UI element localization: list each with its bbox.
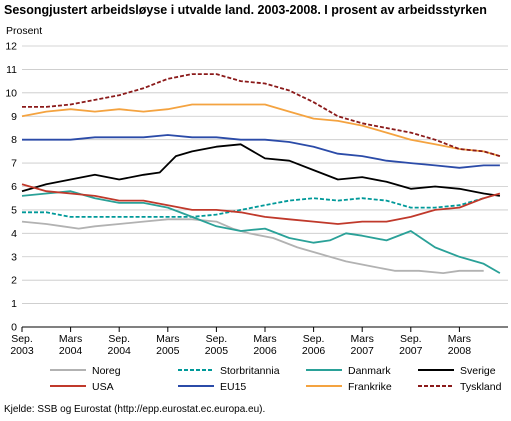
x-tick-label-line2-2: 2004 bbox=[108, 345, 132, 357]
y-tick-label-6: 6 bbox=[11, 181, 17, 193]
legend-label-tyskland: Tyskland bbox=[460, 381, 502, 393]
series-line-storbritannia bbox=[22, 197, 484, 218]
y-tick-label-1: 1 bbox=[11, 298, 17, 310]
y-tick-label-12: 12 bbox=[5, 41, 17, 53]
y-tick-label-3: 3 bbox=[11, 251, 17, 263]
x-tick-label-line2-8: 2007 bbox=[399, 345, 423, 357]
x-tick-label-line1-3: Mars bbox=[156, 333, 179, 345]
x-tick-label-line1-7: Mars bbox=[351, 333, 374, 345]
series-line-sverige bbox=[21, 143, 501, 197]
x-tick-label-line1-4: Sep. bbox=[206, 333, 228, 345]
x-tick-label-line2-4: 2005 bbox=[205, 345, 229, 357]
legend-label-danmark: Danmark bbox=[348, 365, 391, 377]
series-lines bbox=[21, 73, 501, 275]
x-tick-label-line2-3: 2005 bbox=[156, 345, 180, 357]
x-tick-label-line2-7: 2007 bbox=[351, 345, 375, 357]
legend-label-sverige: Sverige bbox=[460, 365, 496, 377]
series-line-eu15 bbox=[22, 134, 500, 169]
legend: Noreg Storbritannia Danmark Sverige USA EU15 F… bbox=[50, 365, 502, 393]
x-tick-label-line1-6: Sep. bbox=[303, 333, 325, 345]
x-tick-label-line1-0: Sep. bbox=[11, 333, 33, 345]
y-tick-label-8: 8 bbox=[11, 134, 17, 146]
chart-title: Sesongjustert arbeidsløyse i utvalde lan… bbox=[4, 3, 487, 17]
x-tick-labels: Sep.2003Mars2004Sep.2004Mars2005Sep.2005… bbox=[10, 327, 471, 357]
x-tick-label-line1-2: Sep. bbox=[108, 333, 130, 345]
legend-label-noreg: Noreg bbox=[92, 365, 121, 377]
x-tick-label-line2-6: 2006 bbox=[302, 345, 326, 357]
x-tick-label-line2-9: 2008 bbox=[448, 345, 472, 357]
y-tick-label-4: 4 bbox=[11, 228, 17, 240]
y-tick-label-11: 11 bbox=[6, 64, 17, 76]
x-tick-label-line2-0: 2003 bbox=[10, 345, 34, 357]
series-line-frankrike bbox=[21, 103, 501, 157]
legend-label-eu15: EU15 bbox=[220, 381, 246, 393]
series-line-usa bbox=[21, 183, 501, 225]
legend-label-frankrike: Frankrike bbox=[348, 381, 392, 393]
x-tick-label-line1-8: Sep. bbox=[400, 333, 422, 345]
y-tick-label-10: 10 bbox=[5, 87, 17, 99]
series-line-noreg bbox=[21, 218, 484, 275]
legend-label-usa: USA bbox=[92, 381, 114, 393]
x-tick-label-line1-1: Mars bbox=[59, 333, 82, 345]
x-tick-label-line2-5: 2006 bbox=[253, 345, 277, 357]
y-tick-label-7: 7 bbox=[11, 158, 17, 170]
y-tick-label-2: 2 bbox=[11, 275, 17, 287]
x-tick-label-line1-9: Mars bbox=[448, 333, 471, 345]
legend-label-storbritannia: Storbritannia bbox=[220, 365, 280, 377]
series-line-tyskland bbox=[22, 73, 501, 157]
x-tick-label-line2-1: 2004 bbox=[59, 345, 83, 357]
y-tick-label-0: 0 bbox=[11, 322, 17, 334]
source-note: Kjelde: SSB og Eurostat (http://epp.euro… bbox=[4, 404, 266, 415]
series-line-danmark bbox=[21, 190, 501, 274]
y-tick-label-5: 5 bbox=[11, 204, 17, 216]
x-tick-label-line1-5: Mars bbox=[253, 333, 276, 345]
y-axis-label: Prosent bbox=[6, 25, 42, 37]
y-tick-label-9: 9 bbox=[11, 111, 17, 123]
